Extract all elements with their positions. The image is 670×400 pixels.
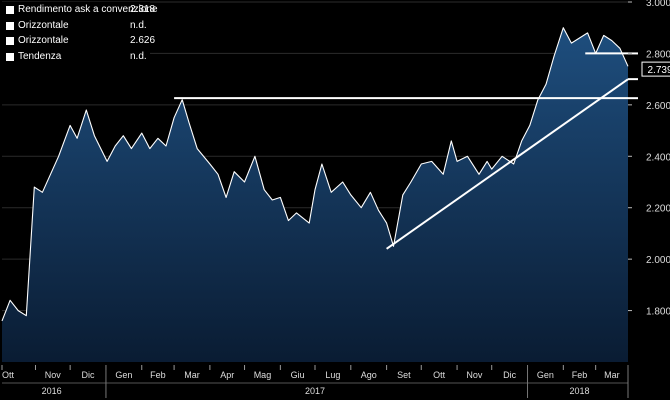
year-label: 2016 bbox=[42, 386, 62, 396]
legend-value: 2.318 bbox=[130, 4, 156, 15]
x-tick-label: Dic bbox=[82, 370, 95, 380]
x-tick-label: Ott bbox=[2, 370, 15, 380]
x-tick-label: Mar bbox=[604, 370, 620, 380]
y-tick-label: 1.800 bbox=[646, 307, 670, 318]
legend-label: Orizzontale bbox=[18, 35, 69, 46]
x-tick-label: Nov bbox=[466, 370, 483, 380]
x-tick-label: Ago bbox=[361, 370, 377, 380]
overlay-lines bbox=[174, 52, 638, 250]
legend-label: Orizzontale bbox=[18, 19, 69, 31]
legend-label: Tendenza bbox=[18, 50, 62, 62]
area-series bbox=[1, 27, 629, 362]
y-tick-label: 3.000 bbox=[646, 0, 670, 9]
x-tick-label: Dic bbox=[503, 370, 516, 380]
last-value-label: 2.739 bbox=[647, 65, 670, 76]
y-tick-label: 2.600 bbox=[646, 101, 670, 112]
trend-line bbox=[386, 78, 629, 250]
x-tick-label: Lug bbox=[325, 370, 340, 380]
x-tick-label: Ott bbox=[433, 370, 446, 380]
x-tick-label: Mar bbox=[184, 370, 200, 380]
legend-label: Rendimento ask a convenzione bbox=[18, 4, 158, 15]
y-tick-label: 2.000 bbox=[646, 255, 670, 266]
y-tick-label: 2.200 bbox=[646, 204, 670, 215]
legend-value: n.d. bbox=[130, 19, 147, 31]
legend-swatch bbox=[6, 21, 14, 30]
legend-swatch bbox=[6, 52, 14, 61]
x-tick-label: Apr bbox=[220, 370, 234, 380]
x-tick-label: Nov bbox=[45, 370, 62, 380]
legend-value: n.d. bbox=[130, 50, 147, 62]
x-tick-label: Feb bbox=[572, 370, 588, 380]
x-tick-label: Gen bbox=[115, 370, 132, 380]
year-label: 2018 bbox=[569, 386, 589, 396]
legend-item: Orizzontale n.d. bbox=[2, 18, 150, 34]
area-fill bbox=[2, 27, 628, 362]
legend-item: Tendenza n.d. bbox=[2, 49, 150, 65]
y-tick-label: 2.400 bbox=[646, 152, 670, 163]
x-tick-label: Mag bbox=[254, 370, 272, 380]
x-tick-label: Gen bbox=[537, 370, 554, 380]
legend-value: 2.626 bbox=[130, 35, 156, 46]
year-label: 2017 bbox=[305, 386, 325, 396]
x-tick-label: Giu bbox=[291, 370, 305, 380]
x-tick-label: Feb bbox=[150, 370, 166, 380]
legend: Rendimento ask a convenzione 2.318 Orizz… bbox=[2, 2, 158, 80]
series-line bbox=[1, 27, 629, 322]
legend-swatch bbox=[6, 37, 14, 45]
legend-swatch bbox=[6, 6, 14, 14]
y-tick-label: 2.800 bbox=[646, 49, 670, 60]
legend-item: Orizzontale 2.626 bbox=[2, 33, 155, 49]
x-tick-label: Set bbox=[397, 370, 411, 380]
last-value-tag bbox=[641, 61, 670, 77]
legend-item: Rendimento ask a convenzione 2.318 bbox=[2, 2, 158, 18]
